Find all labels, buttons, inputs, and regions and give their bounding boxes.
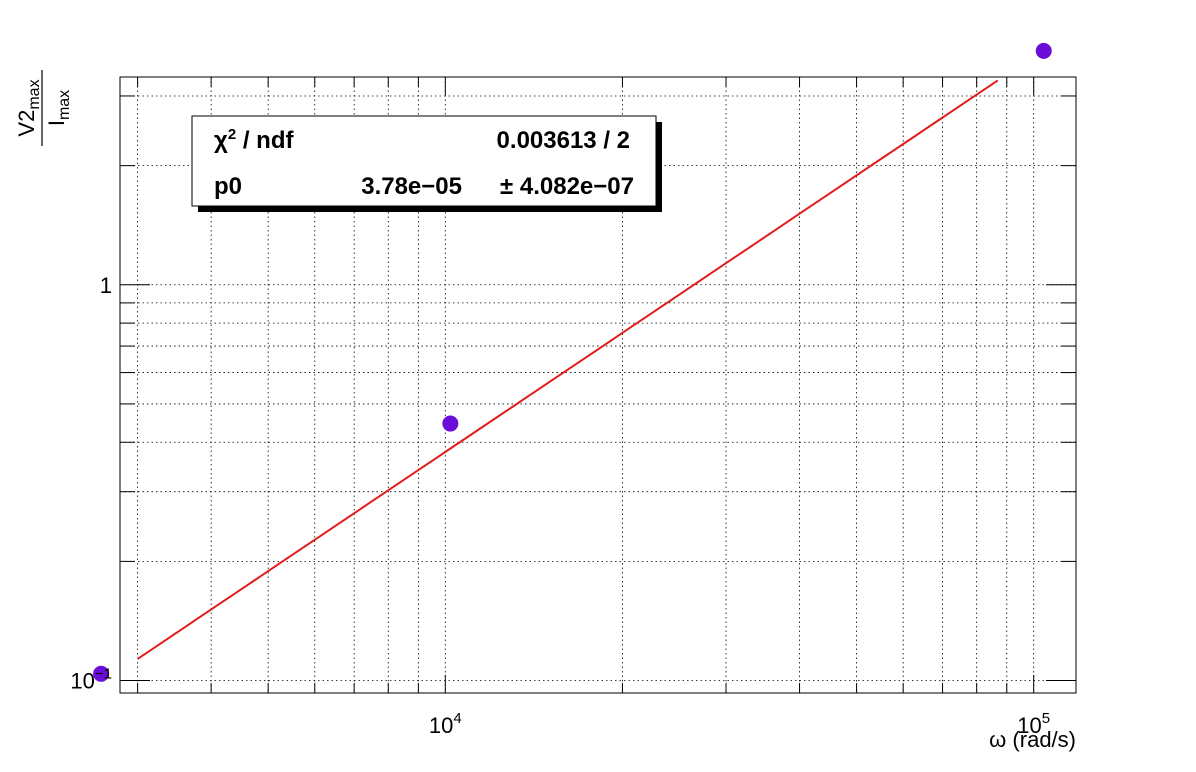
y-tick-label: 10−1 [70,666,112,694]
stats-box: χ2 / ndf 0.003613 / 2 p0 3.78e−05 ± 4.08… [191,115,662,212]
data-point [442,415,459,432]
svg-text:V2max: V2max [14,79,43,136]
axis-ticks [120,77,1076,693]
plot-frame [119,76,1077,694]
fit-line [137,79,999,660]
x-tick-labels: 104 105 [429,710,1050,738]
y-tick-label: 1 [100,273,112,298]
y-tick-labels: 10−1 1 [70,273,112,694]
data-points [93,42,1052,682]
y-axis-label-denominator-sub: max [56,90,73,120]
stats-p0-error: ± 4.082e−07 [500,173,634,200]
stats-box-body [191,115,657,207]
x-tick-label: 105 [1017,710,1050,738]
stats-chi2-value: 0.003613 / 2 [497,127,630,154]
svg-text:Imax: Imax [44,90,73,126]
y-axis-label-denominator: I [44,120,69,126]
fit-series [137,79,999,660]
x-tick-label: 104 [429,710,462,738]
stats-chi2-label: χ2 / ndf [214,126,294,154]
stats-p0-label: p0 [214,173,242,200]
data-point [1035,42,1052,59]
stats-p0-value: 3.78e−05 [361,173,462,200]
x-axis-label: ω (rad/s) [989,727,1076,752]
y-axis-label: V2max Imax [14,70,73,146]
data-point [93,665,110,682]
y-axis-label-numerator-sub: max [26,79,43,109]
y-axis-label-numerator: V2 [14,110,39,137]
